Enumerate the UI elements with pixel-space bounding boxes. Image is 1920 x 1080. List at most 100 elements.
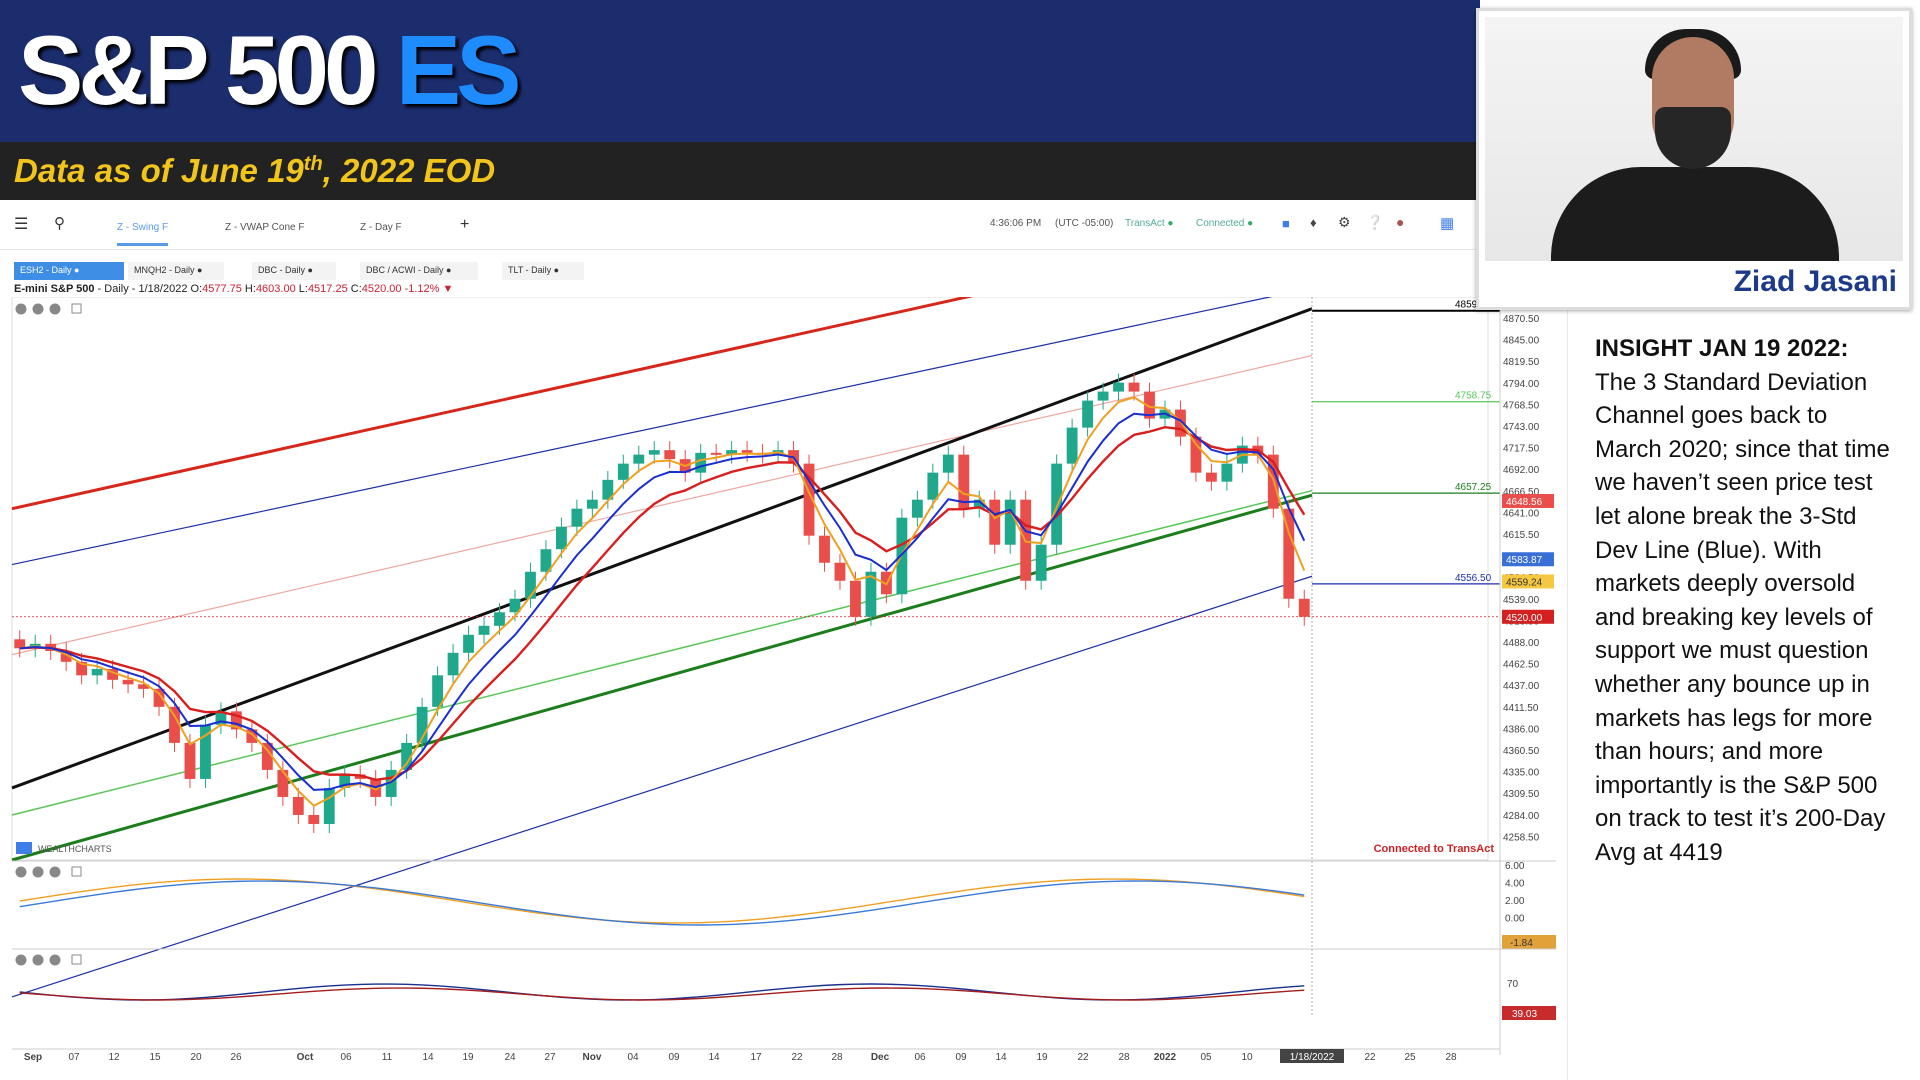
y-tick-label: 4258.50 [1503,832,1540,843]
y-tick-label: 4768.50 [1503,400,1540,411]
candle [942,454,954,473]
pane-expand-icon [71,954,82,965]
connection-status-label: Connected to TransAct [1374,843,1495,855]
x-tick-label: 22 [1364,1052,1376,1063]
candle [911,499,923,518]
y-tick-label: 4641.00 [1503,508,1540,519]
pane-control-icon [49,866,61,878]
macd-signal [19,880,1305,926]
candle [246,729,258,743]
symbol-tab-esh2[interactable]: ESH2 - Daily ● [14,262,124,280]
ma-orange [19,396,1306,808]
search-icon[interactable]: ⚲ [54,215,65,232]
x-tick-label: 20 [190,1052,202,1063]
macd-value-label: -1.84 [1510,938,1533,949]
y-tick-label: 4284.00 [1503,811,1540,822]
candle [865,571,877,617]
save-icon[interactable]: ■ [1282,216,1290,231]
candle [416,706,428,743]
level-label: 4758.75 [1455,391,1492,402]
candle [432,675,444,707]
channel-lower-2sd [11,493,1313,862]
price-chart[interactable]: 4859.75 4758.75 4657.25 4556.50 4870.50 4845.… [0,297,1560,1072]
rsi-line [19,983,1305,1001]
candle [91,669,103,676]
y-tick-label: 4335.00 [1503,768,1540,779]
ohlc-readout: E-mini S&P 500 - Daily - 1/18/2022 O:457… [14,283,454,295]
symbol-tab-tlt[interactable]: TLT - Daily ● [502,262,584,280]
candle [230,711,242,730]
level-label: 4556.50 [1455,573,1492,584]
candle [1144,391,1155,419]
level-label: 4859.75 [1455,300,1492,311]
candle [277,769,289,797]
candle [1221,463,1233,482]
candle [1113,382,1124,392]
x-tick-label: 28 [831,1052,843,1063]
rsi-signal [19,987,1305,1001]
candle [1205,472,1217,482]
candle [602,479,614,500]
pane-control-icon [32,866,44,878]
y-tick-label: 4692.00 [1503,465,1540,476]
brand-watermark: WEALTHCHARTS [38,844,112,854]
candle [509,598,521,613]
tab-swing[interactable]: Z - Swing F [117,222,169,246]
channel-lower-1sd [11,489,1313,816]
insight-body: The 3 Standard Deviation Channel goes ba… [1595,368,1890,866]
candle [803,463,815,536]
panel-divider [1567,310,1568,1080]
candle [927,472,939,500]
macd-tick-label: 2.00 [1505,896,1525,907]
x-tick-label: Dec [871,1052,890,1063]
x-tick-label: Oct [297,1052,314,1063]
candle [292,796,304,815]
hamburger-icon[interactable]: ☰ [14,216,29,233]
y-tick-label: 4462.50 [1503,660,1540,671]
x-tick-label: 15 [149,1052,161,1063]
macd-tick-label: 0.00 [1505,914,1525,925]
symbol-tab-dbc[interactable]: DBC - Daily ● [252,262,336,280]
subtitle-banner: Data as of June 19th, 2022 EOD [0,142,1480,200]
rsi-tick-label: 70 [1507,979,1519,990]
symbol-tab-mnqh2[interactable]: MNQH2 - Daily ● [128,262,224,280]
candle [586,499,598,509]
x-tick-label: Sep [24,1052,42,1063]
candle [973,499,985,509]
user-avatar-icon[interactable]: ● [1396,214,1405,230]
candle [308,814,320,824]
bell-icon[interactable]: ♦ [1310,215,1317,230]
candle [200,724,211,779]
candle [339,774,351,788]
x-tick-label: 10 [1241,1052,1253,1063]
tab-day[interactable]: Z - Day F [360,222,402,233]
help-icon[interactable]: ❔ [1366,214,1384,230]
x-tick-label: 2022 [1154,1052,1177,1063]
x-tick-label: 1/18/2022 [1290,1052,1335,1063]
x-tick-label: 22 [791,1052,803,1063]
x-tick-label: 26 [230,1052,242,1063]
symbol-tab-dbc-acwi[interactable]: DBC / ACWI - Daily ● [360,262,478,280]
feed-status: TransAct ● [1125,218,1174,229]
pane-control-icon [49,303,61,315]
plus-icon[interactable]: + [460,216,470,233]
candle [215,711,227,725]
connection-status: Connected ● [1196,218,1254,229]
candle [695,452,707,473]
candle [819,535,830,563]
pane-control-icon [49,954,61,966]
ma-red [19,425,1306,781]
x-tick-label: 14 [995,1052,1007,1063]
candle [525,571,536,599]
rsi-value-badge [1502,1006,1556,1020]
y-tick-label: 4309.50 [1503,789,1540,800]
clock-time: 4:36:06 PM [990,218,1042,229]
gear-icon[interactable]: ⚙ [1338,214,1351,230]
wealthcharts-logo-icon: ▦ [1440,215,1455,232]
candle [1035,544,1047,581]
timezone: (UTC -05:00) [1055,218,1114,229]
rsi-value-label: 39.03 [1512,1009,1537,1020]
tab-vwap-cone[interactable]: Z - VWAP Cone F [225,222,305,233]
candle [385,769,397,797]
y-tick-label: 4488.00 [1503,638,1540,649]
